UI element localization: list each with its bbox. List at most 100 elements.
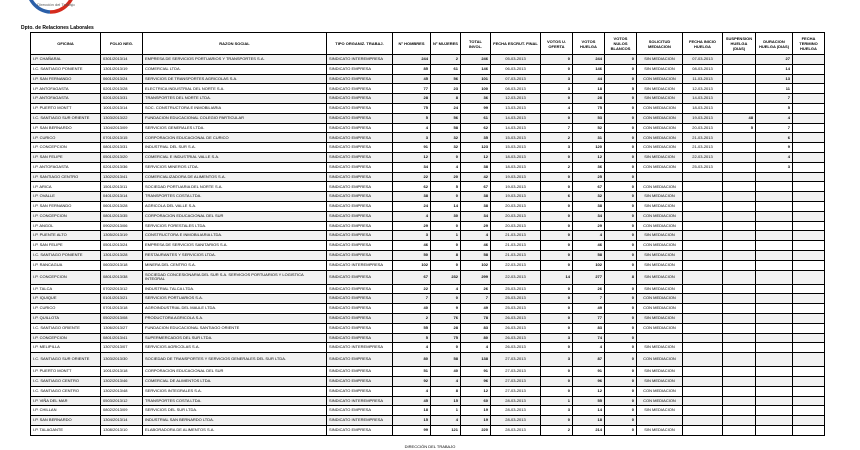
table-cell: COMERCIAL DE ALIMENTOS LTDA.	[142, 375, 327, 387]
logo-text: Dirección del Trabajo	[37, 2, 75, 7]
table-cell	[755, 269, 793, 285]
table-cell: CON MEDIACION	[636, 132, 683, 144]
table-cell: INDUSTRIAL DEL SUR S.A.	[142, 142, 327, 153]
table-cell	[682, 249, 723, 261]
table-cell: 12-03-2013	[682, 83, 723, 95]
table-cell: ELECTRICA INDUSTRIAL DEL NORTE S.A.	[142, 83, 327, 95]
table-cell: SINDICATO INTEREMPRESA	[326, 395, 393, 407]
table-cell: CON MEDIACION	[636, 142, 683, 153]
table-cell: 19	[460, 405, 491, 417]
table-cell: I.C. SANTIAGO SUR ORIENTE	[30, 352, 101, 368]
table-cell	[755, 366, 793, 377]
table-cell: 4	[430, 161, 461, 173]
table-row: I.P. IQUIQUE 0101/2013/21 SERVICIOS PORTUA…	[30, 293, 825, 305]
table-cell: SIN MEDIACION	[636, 93, 683, 104]
table-cell: 8	[430, 93, 461, 104]
table-cell: 0	[540, 63, 573, 75]
table-cell: 0	[540, 375, 573, 387]
table-row: I.P. SAN BERNARDO 1304/2013/14 INDUSTRIAL …	[30, 415, 825, 426]
table-cell: SINDICATO INTEREMPRESA	[326, 415, 393, 426]
column-header: FECHA ESCRUT. FINAL	[490, 32, 541, 55]
table-row: I.C. SANTIAGO ORIENTE 1306/2013/27 FUNDACI…	[30, 322, 825, 334]
table-cell: 19-03-2013	[490, 191, 541, 202]
table-cell	[722, 259, 756, 271]
table-cell	[682, 230, 723, 242]
table-cell: SINDICATO EMPRESA	[326, 269, 393, 285]
table-cell	[755, 395, 793, 407]
table-cell: 0801/2013/41	[100, 332, 143, 344]
table-cell: 0501/2013/20	[100, 151, 143, 163]
table-cell: TRANSPORTES COSTA LTDA.	[142, 395, 327, 407]
table-cell: 91	[460, 366, 491, 377]
table-cell: 78	[460, 312, 491, 324]
table-cell	[792, 230, 825, 242]
column-header: SUSPENSION HUELGA (DIAS)	[722, 32, 756, 55]
table-cell: 1301/2013/19	[100, 63, 143, 75]
table-cell	[755, 259, 793, 271]
table-cell: CON MEDIACION	[636, 220, 683, 232]
table-cell: 26-03-2013	[490, 312, 541, 324]
table-cell: 06-03-2013	[490, 63, 541, 75]
table-row: I.P. PUERTO MONTT 1001/2013/18 CORPORACION…	[30, 366, 825, 377]
table-cell: 32	[430, 142, 461, 153]
table-cell	[792, 63, 825, 75]
table-cell: SOCIEDAD CONCESIONARIA DEL SUR S.A. SERV…	[142, 269, 327, 285]
table-cell: COMERCIAL E INDUSTRIAL VALLE S.A.	[142, 151, 327, 163]
table-cell: 244	[392, 54, 431, 65]
table-cell: 0	[540, 171, 573, 183]
table-cell	[636, 332, 683, 344]
table-cell: 05-03-2013	[490, 54, 541, 65]
table-cell: 232	[430, 269, 461, 285]
table-cell	[636, 415, 683, 426]
table-cell	[722, 181, 756, 193]
table-row: I.P. CHAÑARAL 0301/2013/14 EMPRESA DE SERV…	[30, 54, 825, 65]
table-cell	[755, 191, 793, 202]
table-cell: 0902/2013/06	[100, 220, 143, 232]
table-cell: 21-03-2013	[490, 240, 541, 251]
table-cell	[722, 63, 756, 75]
table-cell: I.P. CURICO	[30, 303, 101, 314]
table-cell	[792, 375, 825, 387]
table-cell: 11	[755, 83, 793, 95]
table-cell: 26-03-2013	[490, 342, 541, 354]
table-cell: 76	[430, 312, 461, 324]
table-cell: I.C. SANTIAGO SUR ORIENTE	[30, 112, 101, 124]
table-cell: 4	[392, 122, 431, 134]
table-cell: 42	[460, 171, 491, 183]
logo-emblem-icon	[29, 0, 73, 14]
table-cell: 25-03-2013	[682, 161, 723, 173]
table-cell: 21-03-2013	[490, 230, 541, 242]
table-cell: 0	[540, 220, 573, 232]
table-cell	[792, 312, 825, 324]
table-cell: 1308/2013/10	[100, 424, 143, 436]
table-cell: 0	[604, 54, 637, 65]
table-cell	[792, 112, 825, 124]
table-cell: SERVICIOS MINEROS LTDA.	[142, 161, 327, 173]
table-cell: 0	[430, 342, 461, 354]
table-cell: SINDICATO EMPRESA	[326, 332, 393, 344]
table-cell: 49	[572, 303, 605, 314]
table-cell: 13	[755, 73, 793, 85]
table-cell: 77	[392, 83, 431, 95]
table-cell: I.P. TALCA	[30, 283, 101, 295]
table-cell: SIN MEDIACION	[636, 375, 683, 387]
table-cell: COMERCIAL LTDA.	[142, 63, 327, 75]
table-cell: 1305/2013/19	[100, 230, 143, 242]
table-cell: 18	[392, 405, 431, 417]
table-cell: 61	[430, 63, 461, 75]
table-cell: I.C. SANTIAGO PONIENTE	[30, 249, 101, 261]
table-cell: 0	[430, 259, 461, 271]
table-cell: 27-03-2013	[490, 375, 541, 387]
table-cell	[636, 171, 683, 183]
table-cell: 0	[604, 210, 637, 222]
table-cell: 3	[540, 352, 573, 368]
table-cell: 15	[430, 395, 461, 407]
table-cell: 4	[392, 385, 431, 397]
table-cell: 0	[540, 230, 573, 242]
table-cell: 58	[430, 122, 461, 134]
table-cell: 102	[572, 259, 605, 271]
table-cell	[682, 200, 723, 212]
table-cell: 7	[460, 293, 491, 305]
table-cell: 0	[430, 151, 461, 163]
table-cell: 77	[572, 312, 605, 324]
